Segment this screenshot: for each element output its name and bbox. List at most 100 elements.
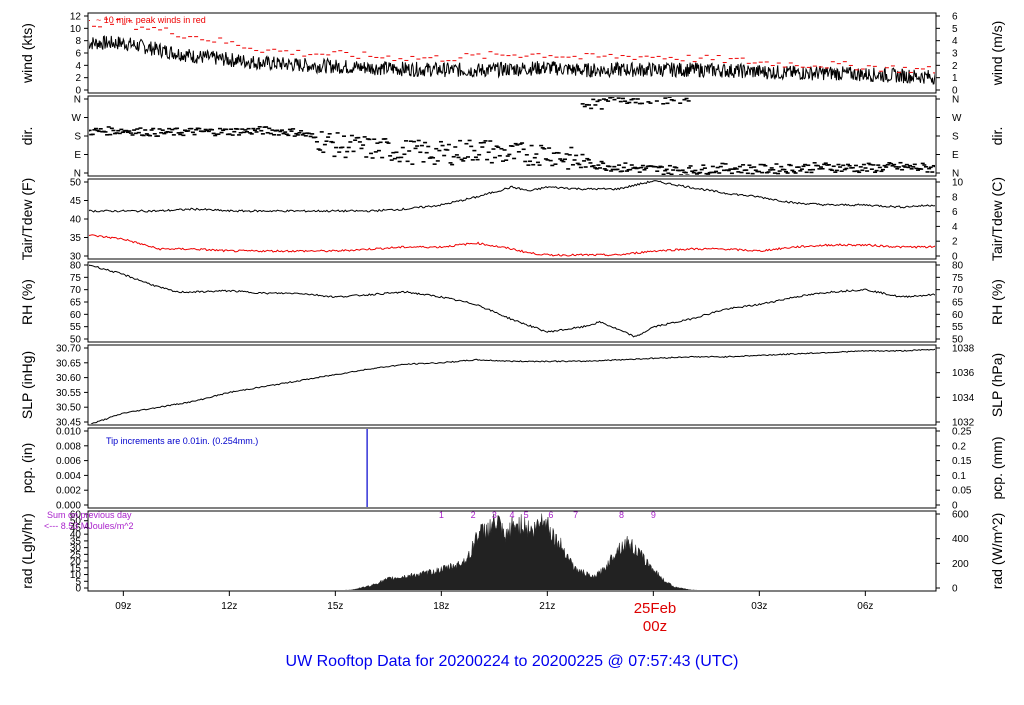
left-tick-label: 45 [70,523,82,534]
series-line-wind [89,35,935,85]
right-tick-label: 70 [952,285,964,296]
y-axis-title-left: RH (%) [19,279,35,325]
right-tick-label: 200 [952,559,969,570]
tip-increment-note: Tip increments are 0.01in. (0.254mm.) [106,436,258,446]
rad-marker-label: 2 [471,510,476,520]
rad-marker-label: 3 [492,510,497,520]
left-tick-label: 60 [70,310,82,321]
left-tick-label: 30.50 [56,403,81,414]
right-tick-label: 1034 [952,393,975,404]
left-tick-label: 40 [70,530,82,541]
x-tick-label: 18z [433,601,449,612]
series-line-temp [89,180,935,213]
rad-marker-label: 5 [524,510,529,520]
left-tick-label: 0.010 [56,427,81,438]
right-tick-label: 1038 [952,344,975,355]
panel-pcp: 0.000 0.002 0.004 0.006 0.008 0.010 0 0.05 0.1 0.… [19,427,1005,512]
right-tick-label: W [952,113,962,124]
left-tick-label: 50 [70,335,82,346]
x-tick-label: 12z [221,601,237,612]
left-tick-label: 75 [70,273,82,284]
left-tick-label: 0.004 [56,471,81,482]
left-tick-label: 45 [70,196,82,207]
left-tick-label: 60 [70,510,82,521]
rad-marker-label: 8 [619,510,624,520]
left-tick-label: 0.008 [56,441,81,452]
radiation-area [344,513,697,590]
left-tick-label: 50 [70,178,82,189]
left-tick-label: 30.70 [56,344,81,355]
y-axis-title-left: SLP (inHg) [19,351,35,419]
left-tick-label: 30.45 [56,418,81,429]
right-tick-label: 0.2 [952,441,966,452]
panel-slp: 30.45 30.50 30.55 30.60 30.65 30.70 1032 1034 10… [19,344,1005,429]
rad-marker-label: 1 [439,510,444,520]
right-tick-label: 0.15 [952,456,972,467]
panel-frame [87,344,937,426]
left-tick-label: 8 [75,36,81,47]
right-tick-label: S [952,132,959,143]
plot-area [89,18,935,85]
plot-area [89,264,935,338]
right-tick-label: 400 [952,534,969,545]
left-tick-label: 15 [70,563,82,574]
left-tick-label: 0.002 [56,486,81,497]
series-line-slp [90,348,935,424]
series-line-temp [89,234,935,257]
right-tick-label: 65 [952,298,964,309]
rad-sum-note-2: <--- 8.53 MJoules/m^2 [44,521,134,531]
left-tick-label: 10 [70,24,82,35]
right-tick-label: 8 [952,192,958,203]
x-tick-label: 03z [751,601,767,612]
right-tick-label: 6 [952,12,958,23]
left-tick-label: 50 [70,516,82,527]
right-tick-label: 0.25 [952,427,972,438]
right-tick-label: 0 [952,501,958,512]
plot-area [344,513,697,590]
right-tick-label: 0 [952,252,958,263]
left-tick-label: 0 [75,86,81,97]
y-axis-title-left: pcp. (in) [19,443,35,494]
date-label: 25Feb [634,600,677,617]
right-tick-label: 2 [952,237,958,248]
y-axis-title-left: dir. [19,127,35,146]
plot-area [89,180,935,257]
y-axis-title-right: dir. [989,127,1005,146]
right-tick-label: 600 [952,510,969,521]
panel-frame [87,12,937,94]
left-tick-label: 25 [70,550,82,561]
left-tick-label: 20 [70,557,82,568]
x-tick-label: 09z [115,601,131,612]
left-tick-label: 55 [70,322,82,333]
y-axis-title-right: Tair/Tdew (C) [989,177,1005,261]
left-tick-label: 30.60 [56,373,81,384]
right-tick-label: 1 [952,73,958,84]
right-tick-label: 5 [952,24,958,35]
right-tick-label: 3 [952,49,958,60]
y-axis-title-right: wind (m/s) [989,21,1005,87]
right-tick-label: 0 [952,584,958,595]
left-tick-label: 35 [70,536,82,547]
right-tick-label: 0.1 [952,471,966,482]
left-tick-label: 0 [75,584,81,595]
series-line-rh [89,264,935,338]
left-tick-label: 80 [70,261,82,272]
left-tick-label: 70 [70,285,82,296]
rad-marker-label: 6 [548,510,553,520]
left-tick-label: 6 [75,49,81,60]
y-axis-title-right: rad (W/m^2) [989,513,1005,590]
left-tick-label: 12 [70,12,82,23]
date-sublabel: 00z [643,618,667,635]
left-tick-label: E [74,150,81,161]
rad-sum-note-1: Sum on previous day [47,510,132,520]
right-tick-label: E [952,150,959,161]
y-axis-title-right: pcp. (mm) [989,437,1005,500]
y-axis-title-right: SLP (hPa) [989,353,1005,417]
left-tick-label: 30 [70,252,82,263]
left-tick-label: 30.65 [56,358,81,369]
left-tick-label: 40 [70,215,82,226]
rad-marker-label: 4 [509,510,514,520]
